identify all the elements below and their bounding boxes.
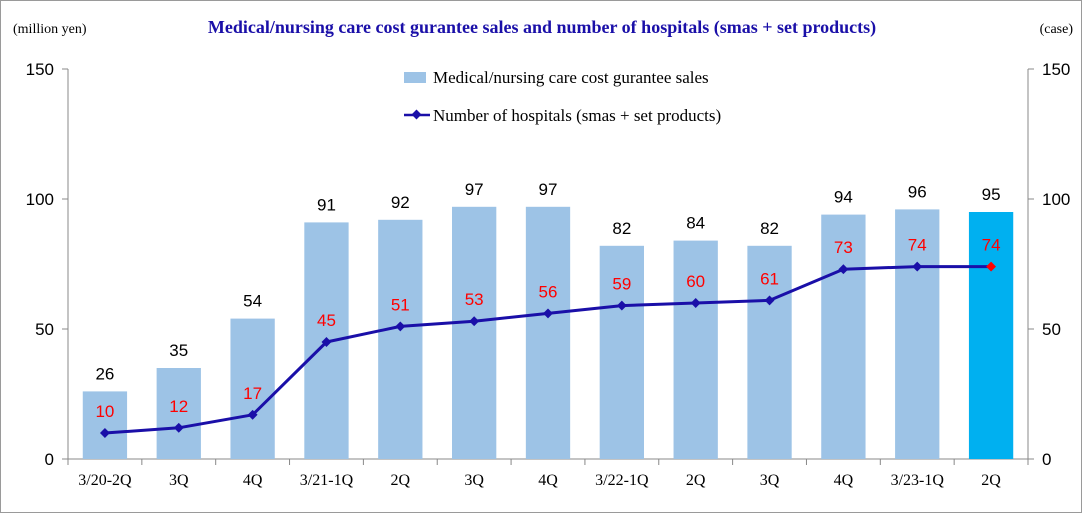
bar xyxy=(747,245,792,459)
bar xyxy=(821,214,866,459)
bar xyxy=(230,318,275,459)
bar xyxy=(895,209,940,459)
line-point xyxy=(173,422,184,433)
x-axis-tick-label: 4Q xyxy=(834,472,854,489)
line-point xyxy=(469,316,480,327)
legend-bar-swatch xyxy=(404,72,426,83)
bar xyxy=(82,391,128,459)
line-point xyxy=(690,298,701,308)
bar-data-label: 94 xyxy=(834,188,853,207)
bar-data-label: 91 xyxy=(317,195,336,214)
x-axis-tick-label: 3Q xyxy=(464,472,484,489)
bar-data-label: 92 xyxy=(391,193,410,212)
legend-line-marker xyxy=(411,109,422,120)
left-axis-tick-label: 50 xyxy=(35,320,54,339)
left-axis-tick-label: 0 xyxy=(45,450,54,469)
bar-data-label: 96 xyxy=(908,182,927,201)
line-point xyxy=(764,295,775,306)
line-data-label: 51 xyxy=(391,295,410,314)
bar-data-label: 54 xyxy=(243,292,262,311)
line-data-label: 60 xyxy=(686,272,705,291)
line-data-label: 10 xyxy=(95,402,114,421)
line-data-label: 74 xyxy=(908,236,927,255)
bar xyxy=(378,219,423,459)
bar-data-label: 95 xyxy=(982,185,1001,204)
left-axis-unit-label: (million yen) xyxy=(13,22,87,37)
right-axis-tick-label: 100 xyxy=(1042,190,1070,209)
x-axis-tick-label: 3/21-1Q xyxy=(300,472,354,489)
bar xyxy=(673,240,718,459)
line-point xyxy=(616,300,627,311)
bar-data-label: 35 xyxy=(169,341,188,360)
bar-data-label: 84 xyxy=(686,214,705,233)
left-axis-tick-label: 150 xyxy=(26,60,54,79)
right-axis-tick-label: 150 xyxy=(1042,60,1070,79)
x-axis-tick-label: 3/22-1Q xyxy=(595,472,649,489)
legend-bar-label: Medical/nursing care cost gurantee sales xyxy=(433,68,709,87)
bar xyxy=(452,206,497,459)
line-data-label: 45 xyxy=(317,311,336,330)
line-point xyxy=(838,264,849,275)
right-axis-unit-label: (case) xyxy=(1040,22,1074,37)
line-point xyxy=(912,261,923,272)
line-point xyxy=(986,261,997,272)
bar xyxy=(156,368,201,459)
bar-data-label: 82 xyxy=(760,219,779,238)
bar-data-label: 97 xyxy=(465,180,484,199)
legend-line-label: Number of hospitals (smas + set products… xyxy=(433,106,721,125)
x-axis-tick-label: 3Q xyxy=(169,472,189,489)
chart-title: Medical/nursing care cost gurantee sales… xyxy=(208,17,876,38)
line-data-label: 12 xyxy=(169,397,188,416)
line-point xyxy=(247,409,258,420)
x-axis-tick-label: 2Q xyxy=(391,472,411,489)
line-point xyxy=(543,308,553,319)
line-data-label: 17 xyxy=(243,384,262,403)
left-axis-tick-label: 100 xyxy=(26,190,54,209)
right-axis-tick-label: 50 xyxy=(1042,320,1061,339)
bar xyxy=(968,212,1014,459)
x-axis-tick-label: 3/23-1Q xyxy=(891,472,945,489)
line-data-label: 61 xyxy=(760,269,779,288)
legend: Medical/nursing care cost gurantee sales… xyxy=(404,68,721,125)
x-axis-tick-label: 2Q xyxy=(686,472,706,489)
bar-data-label: 26 xyxy=(95,364,114,383)
x-axis-tick-label: 4Q xyxy=(538,472,558,489)
line-point xyxy=(395,321,406,332)
right-axis-tick-label: 0 xyxy=(1042,450,1051,469)
bar xyxy=(599,245,644,459)
line-data-label: 73 xyxy=(834,238,853,257)
bar-data-label: 82 xyxy=(612,219,631,238)
x-axis-tick-label: 3/20-2Q xyxy=(78,472,132,489)
line-point xyxy=(321,337,332,347)
line-data-label: 53 xyxy=(465,290,484,309)
x-axis-tick-label: 3Q xyxy=(760,472,780,489)
line-data-label: 59 xyxy=(612,275,631,294)
x-axis-tick-label: 2Q xyxy=(981,472,1001,489)
bar-data-label: 97 xyxy=(539,180,558,199)
x-axis-tick-label: 4Q xyxy=(243,472,263,489)
line-data-label: 56 xyxy=(539,282,558,301)
line-data-label: 74 xyxy=(982,236,1001,255)
bar xyxy=(525,206,571,459)
